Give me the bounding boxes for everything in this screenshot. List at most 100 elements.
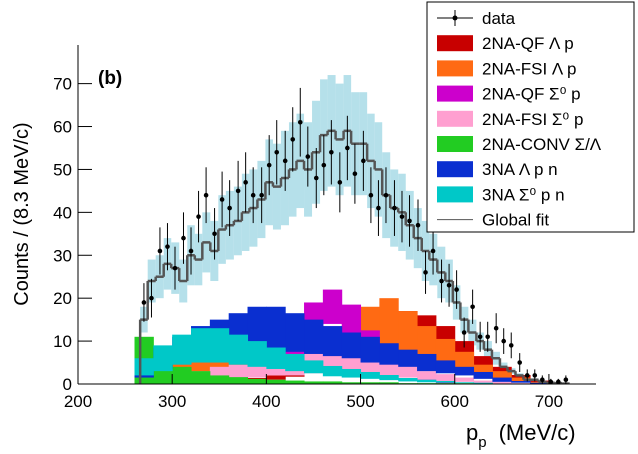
- component-band: [454, 382, 475, 384]
- data-point: [540, 377, 545, 383]
- y-tick-label: 0: [63, 375, 72, 394]
- x-tick-label: 300: [158, 392, 186, 411]
- component-band: [266, 306, 286, 350]
- component-band: [454, 366, 475, 376]
- data-point: [376, 205, 381, 211]
- component-band: [304, 319, 324, 354]
- y-tick-label: 40: [53, 203, 72, 222]
- data-point: [368, 192, 374, 198]
- y-tick-label: 10: [53, 332, 72, 351]
- component-band: [473, 382, 493, 384]
- data-point: [485, 334, 490, 340]
- data-point: [282, 158, 288, 164]
- data-point: [477, 334, 483, 340]
- component-band: [228, 377, 249, 384]
- component-band: [379, 374, 399, 381]
- data-point: [313, 175, 319, 181]
- data-point: [188, 248, 194, 254]
- y-tick-label: 50: [53, 160, 72, 179]
- data-point: [250, 192, 256, 198]
- component-band: [530, 382, 550, 384]
- data-point: [352, 171, 358, 177]
- data-point: [165, 244, 170, 249]
- component-band: [172, 334, 192, 365]
- component-band: [492, 381, 512, 384]
- x-tick-label: 500: [346, 392, 374, 411]
- data-point: [321, 162, 327, 168]
- component-band: [228, 364, 249, 378]
- component-band: [153, 345, 173, 372]
- legend-label: 3NA Λ p n: [482, 160, 558, 179]
- axes: 200 300 400 500 600 700 0 10 20 30 40 50 60 70: [53, 45, 596, 411]
- x-tick-label: 700: [535, 392, 563, 411]
- x-axis-title-main: p: [466, 420, 478, 445]
- x-axis-title-sub: p: [478, 434, 486, 451]
- legend-swatch: [437, 85, 473, 102]
- data-point: [461, 330, 467, 335]
- component-band: [172, 366, 192, 384]
- data-point: [392, 205, 397, 211]
- x-tick-label: 600: [441, 392, 469, 411]
- component-band: [511, 377, 531, 382]
- legend-swatch: [437, 186, 473, 203]
- y-axis-title: Counts / (8.3 MeV/c): [11, 122, 33, 305]
- legend-label: 2NA-QF Λ p: [482, 34, 574, 53]
- panel-label: (b): [98, 68, 122, 89]
- data-point: [157, 248, 163, 254]
- component-band: [191, 371, 211, 384]
- component-band: [266, 347, 286, 369]
- data-point: [501, 338, 507, 344]
- data-point: [524, 373, 530, 378]
- data-point: [563, 377, 569, 383]
- component-band: [379, 382, 399, 384]
- legend-label: 2NA-CONV Σ/Λ: [482, 135, 602, 154]
- data-point: [259, 192, 264, 198]
- component-band: [360, 371, 380, 379]
- component-band: [435, 360, 456, 374]
- component-band: [266, 379, 286, 384]
- legend-swatch: [452, 15, 458, 21]
- component-band: [435, 380, 456, 383]
- component-band: [285, 313, 305, 352]
- data-point: [274, 149, 280, 155]
- component-band: [398, 377, 418, 382]
- data-point: [290, 137, 296, 142]
- data-point: [141, 300, 147, 305]
- data-point: [227, 205, 232, 211]
- component-band: [304, 360, 324, 374]
- data-point: [172, 265, 178, 271]
- component-band: [473, 371, 493, 379]
- data-point: [470, 304, 475, 310]
- y-tick-label: 70: [53, 75, 72, 94]
- data-point: [361, 158, 366, 164]
- data-point: [415, 222, 421, 228]
- component-band: [341, 382, 362, 384]
- legend: data 2NA-QF Λ p 2NA-FSI Λ p 2NA-QF Σ⁰ p 2NA-…: [426, 1, 635, 233]
- legend-label: data: [482, 9, 516, 28]
- data-point: [399, 214, 405, 219]
- x-tick-label: 200: [64, 392, 92, 411]
- data-point: [212, 231, 217, 237]
- component-band: [247, 341, 267, 367]
- component-band: [492, 371, 512, 380]
- component-band: [492, 377, 512, 382]
- data-point: [235, 188, 241, 194]
- data-point: [532, 373, 538, 378]
- data-point: [196, 214, 201, 219]
- data-point: [345, 145, 350, 151]
- data-point: [297, 119, 303, 125]
- component-band: [191, 328, 211, 363]
- component-band: [209, 328, 230, 363]
- component-band: [285, 380, 305, 384]
- component-band: [341, 332, 362, 359]
- component-band: [304, 381, 324, 384]
- legend-label: 2NA-FSI Σ⁰ p: [482, 110, 583, 129]
- legend-swatch: [437, 136, 473, 152]
- component-band: [228, 334, 249, 365]
- data-point: [219, 197, 225, 202]
- component-band: [398, 364, 418, 378]
- component-band: [435, 374, 456, 381]
- component-band: [417, 353, 437, 372]
- data-point: [423, 270, 428, 275]
- data-point: [203, 192, 209, 198]
